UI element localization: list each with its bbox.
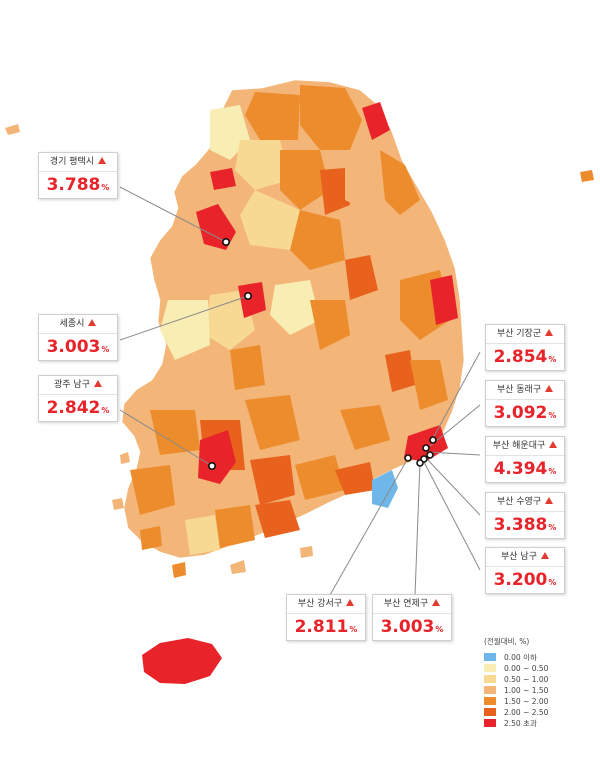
callout-unit: % [349,625,358,634]
up-triangle-icon [346,599,355,606]
callout-unit: % [548,578,557,587]
callout-unit: % [101,406,110,415]
callout-unit: % [101,183,110,192]
legend-label: 1.50 ~ 2.00 [504,697,549,706]
legend-item: 0.00 ~ 0.50 [484,664,594,675]
callout-unit: % [435,625,444,634]
legend-item: 1.50 ~ 2.00 [484,697,594,708]
legend-label: 0.00 ~ 0.50 [504,664,549,673]
callout-value: 3.788 [46,175,101,195]
callout-value: 3.092 [493,403,548,423]
callout-name: 부산 강서구 [297,599,343,609]
callout-busan-yeonje: 부산 연제구 3.003% [372,594,452,641]
callout-busan-haeundae: 부산 해운대구 4.394% [485,436,565,483]
callout-busan-gijang: 부산 기장군 2.854% [485,324,565,371]
up-triangle-icon [549,441,558,448]
legend-label: 0.50 ~ 1.00 [504,675,549,684]
jeju-island [142,638,222,684]
callout-name: 경기 평택시 [49,157,95,167]
callout-value: 4.394 [493,459,548,479]
legend-label: 0.00 이하 [504,653,537,662]
legend-swatch [484,675,496,683]
legend-swatch [484,653,496,661]
callout-value: 2.842 [46,398,101,418]
legend-swatch [484,686,496,694]
callout-unit: % [548,355,557,364]
legend-label: 2.50 초과 [504,719,537,728]
up-triangle-icon [545,385,554,392]
callout-value: 3.388 [493,515,548,535]
location-dots [208,238,437,470]
up-triangle-icon [98,157,107,164]
legend-swatch [484,697,496,705]
up-triangle-icon [432,599,441,606]
callout-value: 2.854 [493,347,548,367]
legend-label: 2.00 ~ 2.50 [504,708,549,717]
callout-busan-nam: 부산 남구 3.200% [485,547,565,594]
callout-unit: % [548,467,557,476]
legend: (전월대비, %) 0.00 이하 0.00 ~ 0.50 0.50 ~ 1.0… [484,636,594,730]
legend-swatch [484,719,496,727]
callout-name: 광주 남구 [54,380,90,390]
up-triangle-icon [88,319,97,326]
leader-lines [119,186,481,596]
callout-unit: % [101,345,110,354]
callout-name: 부산 동래구 [496,385,542,395]
callout-name: 부산 기장군 [496,329,542,339]
callout-value: 3.003 [46,337,101,357]
callout-sejong: 세종시 3.003% [38,314,118,361]
legend-swatch [484,664,496,672]
small-islands [5,124,594,578]
legend-item: 0.50 ~ 1.00 [484,675,594,686]
callout-unit: % [548,523,557,532]
geoje-island [372,470,398,508]
legend-item: 2.00 ~ 2.50 [484,708,594,719]
callout-name: 세종시 [59,319,85,329]
up-triangle-icon [545,497,554,504]
legend-swatch [484,708,496,716]
callout-value: 3.200 [493,570,548,590]
callout-unit: % [548,411,557,420]
callout-value: 2.811 [294,617,349,637]
callout-name: 부산 수영구 [496,497,542,507]
callout-busan-dongnae: 부산 동래구 3.092% [485,380,565,427]
legend-item: 0.00 이하 [484,653,594,664]
callout-busan-suyeong: 부산 수영구 3.388% [485,492,565,539]
legend-label: 1.00 ~ 1.50 [504,686,549,695]
callout-gyeonggi-pyeongtaek: 경기 평택시 3.788% [38,152,118,199]
legend-item: 2.50 초과 [484,719,594,730]
up-triangle-icon [540,552,549,559]
callout-name: 부산 남구 [501,552,537,562]
legend-title: (전월대비, %) [484,637,530,646]
callout-name: 부산 해운대구 [492,441,546,451]
callout-name: 부산 연제구 [383,599,429,609]
region-patches [130,85,450,555]
callout-busan-gangseo: 부산 강서구 2.811% [286,594,366,641]
up-triangle-icon [93,380,102,387]
callout-gwangju-nam: 광주 남구 2.842% [38,375,118,422]
up-triangle-icon [545,329,554,336]
legend-item: 1.00 ~ 1.50 [484,686,594,697]
callout-value: 3.003 [380,617,435,637]
